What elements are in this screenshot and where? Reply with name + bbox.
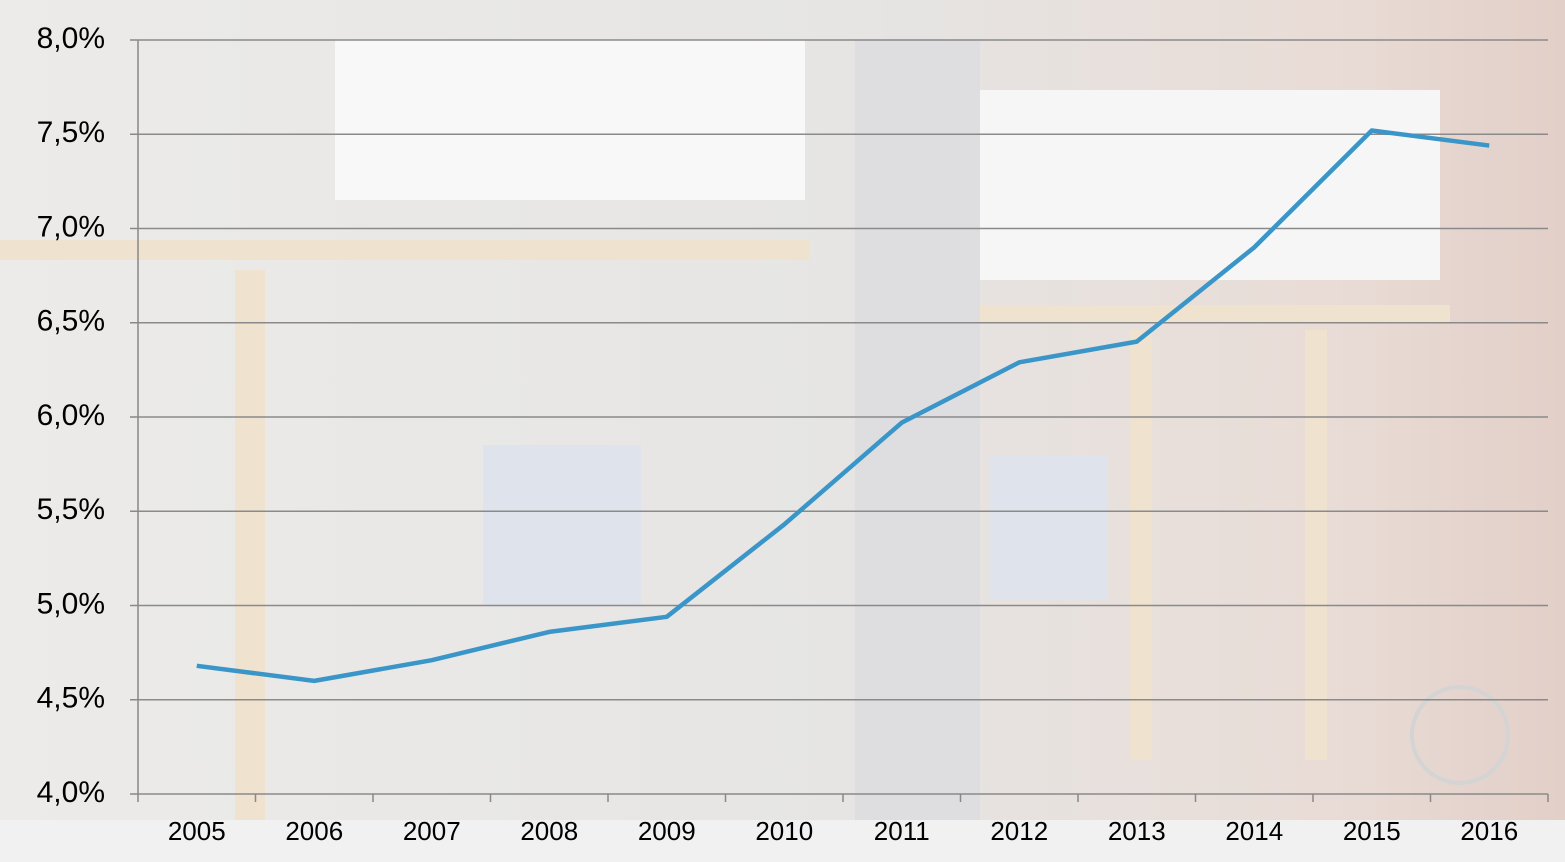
x-tick-label: 2013: [1108, 816, 1166, 846]
y-tick-label: 4,0%: [37, 776, 105, 809]
y-tick-label: 7,0%: [37, 210, 105, 243]
x-tick-label: 2016: [1460, 816, 1518, 846]
x-tick-label: 2008: [520, 816, 578, 846]
x-tick-label: 2014: [1225, 816, 1283, 846]
y-tick-label: 5,5%: [37, 493, 105, 526]
y-tick-label: 7,5%: [37, 116, 105, 149]
y-tick-label: 4,5%: [37, 682, 105, 715]
y-tick-label: 8,0%: [37, 22, 105, 55]
x-tick-label: 2011: [874, 816, 930, 846]
x-tick-label: 2015: [1343, 816, 1401, 846]
data-line: [196, 128, 1490, 684]
x-tick-label: 2006: [285, 816, 343, 846]
x-tick-label: 2012: [990, 816, 1048, 846]
y-tick-label: 6,0%: [37, 399, 105, 432]
x-tick-label: 2009: [638, 816, 696, 846]
y-tick-label: 5,0%: [37, 587, 105, 620]
x-tick-label: 2005: [168, 816, 226, 846]
x-tick-label: 2007: [403, 816, 461, 846]
x-tick-label: 2010: [755, 816, 813, 846]
y-tick-label: 6,5%: [37, 305, 105, 338]
